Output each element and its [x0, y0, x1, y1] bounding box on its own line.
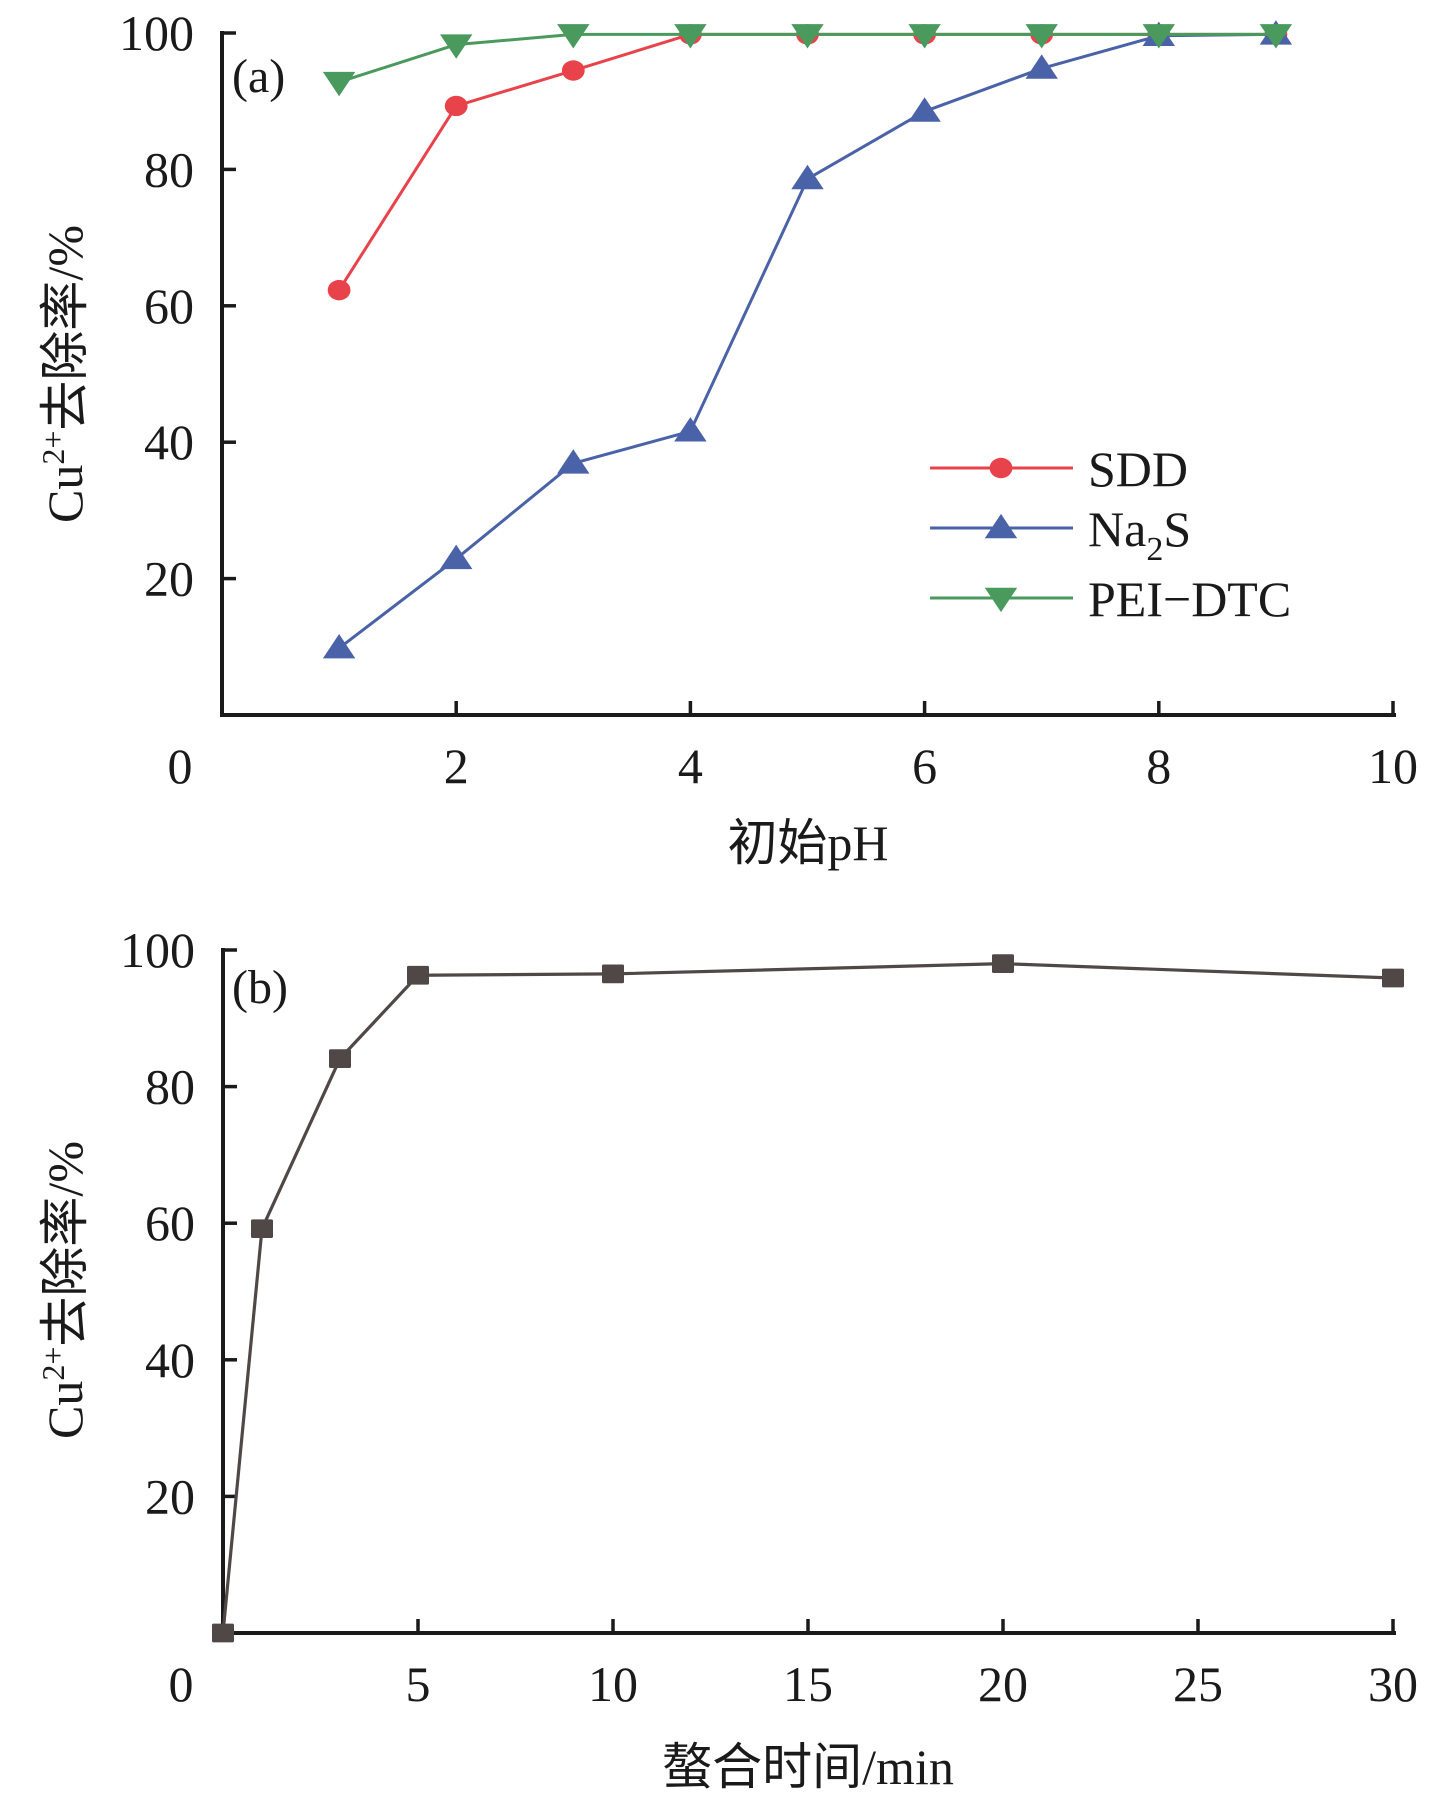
data-point — [444, 95, 468, 117]
panel-a-axes: 20 40 60 80 100 0 2 4 6 8 10 — [119, 5, 1418, 794]
x-tick-label: 2 — [444, 738, 469, 794]
data-point — [561, 60, 585, 81]
y-tick-label: 100 — [120, 922, 195, 978]
legend-label: PEI−DTC — [1088, 571, 1291, 627]
panel-a-x-axis-label: 初始pH — [727, 815, 888, 871]
ylabel-suffix: 去除率/% — [37, 1141, 93, 1347]
series-cu2-removal — [212, 954, 1404, 1643]
legend-item: PEI−DTC — [930, 571, 1291, 627]
panel-b-x-axis-label: 螯合时间/min — [662, 1739, 954, 1795]
data-point — [407, 965, 429, 985]
data-point — [791, 24, 824, 49]
ylabel-superscript: 2+ — [35, 431, 71, 465]
x-tick-label: 30 — [1368, 1656, 1418, 1712]
legend-label: Na2S — [1088, 501, 1191, 568]
data-point — [674, 417, 707, 442]
panel-b-label: (b) — [232, 961, 288, 1014]
series-pei-dtc — [322, 24, 1293, 97]
series-sdd — [327, 24, 1288, 301]
data-point — [908, 97, 941, 122]
x-tick-label: 0 — [168, 738, 193, 794]
y-tick-label: 20 — [145, 1468, 195, 1524]
data-point — [329, 1049, 351, 1068]
panel-a-y-axis-label: Cu2+去除率/% — [35, 225, 93, 523]
y-tick-label: 80 — [145, 1059, 195, 1115]
data-point — [1025, 24, 1058, 49]
data-point — [322, 71, 356, 97]
data-point — [322, 634, 356, 659]
legend-item: Na2S — [930, 501, 1191, 568]
data-point — [557, 449, 590, 474]
y-tick-label: 20 — [144, 551, 194, 607]
data-point — [908, 24, 941, 49]
y-tick-label: 40 — [144, 414, 194, 470]
series-line — [337, 32, 1276, 291]
data-point — [251, 1219, 273, 1239]
x-tick-label: 8 — [1146, 738, 1171, 794]
panel-a-label: (a) — [232, 50, 285, 103]
data-point — [674, 24, 707, 49]
x-tick-label: 10 — [588, 1656, 638, 1712]
x-tick-label: 25 — [1173, 1656, 1223, 1712]
y-tick-label: 60 — [144, 278, 194, 334]
x-tick-label: 10 — [1368, 738, 1418, 794]
panel-b-axes: 20 40 60 80 100 0 5 10 15 20 25 30 — [120, 922, 1418, 1712]
data-point — [212, 1623, 234, 1643]
legend-label: SDD — [1088, 441, 1188, 497]
legend-marker — [989, 457, 1013, 479]
x-tick-label: 6 — [912, 738, 937, 794]
legend-marker — [984, 587, 1018, 613]
data-point — [992, 954, 1014, 974]
x-tick-label: 5 — [406, 1656, 431, 1712]
data-point — [602, 964, 624, 984]
y-tick-label: 40 — [145, 1332, 195, 1388]
data-point — [557, 24, 590, 49]
x-tick-label: 15 — [783, 1656, 833, 1712]
y-tick-label: 60 — [145, 1195, 195, 1251]
legend-item: SDD — [930, 441, 1188, 497]
legend-marker — [984, 513, 1018, 539]
data-point — [791, 164, 824, 190]
ylabel-prefix: Cu — [37, 465, 93, 523]
data-point — [440, 544, 473, 570]
panel-b-series — [212, 954, 1404, 1643]
data-point — [1382, 968, 1404, 988]
y-tick-label: 100 — [119, 5, 194, 61]
x-tick-label: 0 — [169, 1656, 194, 1712]
ylabel-prefix: Cu — [37, 1381, 93, 1439]
data-point — [327, 279, 351, 301]
y-tick-label: 80 — [144, 141, 194, 197]
data-point — [1025, 54, 1058, 79]
x-tick-label: 4 — [678, 738, 703, 794]
data-point — [440, 34, 473, 59]
ylabel-suffix: 去除率/% — [37, 225, 93, 431]
x-tick-label: 20 — [978, 1656, 1028, 1712]
series-line — [221, 962, 1394, 1634]
panel-a-series — [322, 20, 1293, 659]
panel-b-y-axis-label: Cu2+去除率/% — [35, 1141, 93, 1439]
data-point — [1142, 24, 1175, 49]
data-point — [1259, 24, 1293, 49]
series-na2s — [322, 20, 1293, 659]
ylabel-superscript: 2+ — [35, 1347, 71, 1381]
